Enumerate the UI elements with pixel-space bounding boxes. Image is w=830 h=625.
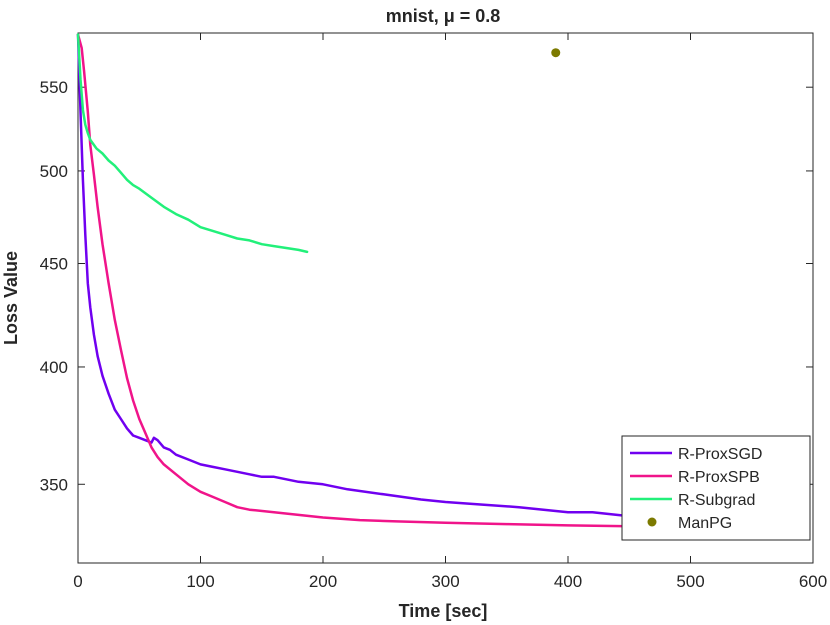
- y-axis: 350 400 450 500 550: [40, 78, 813, 494]
- x-tick-label: 100: [186, 572, 214, 591]
- series-layer: [76, 33, 686, 528]
- legend-swatch-manpg: [647, 517, 657, 527]
- y-tick-label: 450: [40, 254, 68, 273]
- x-axis: 0 100 200 300 400 500 600: [73, 33, 827, 591]
- x-tick-label: 0: [73, 572, 82, 591]
- legend-label-manpg: ManPG: [678, 515, 732, 532]
- x-tick-label: 500: [676, 572, 704, 591]
- x-tick-label: 400: [554, 572, 582, 591]
- x-axis-label: Time [sec]: [399, 601, 488, 621]
- series-point-manpg: [551, 48, 561, 58]
- x-tick-label: 200: [309, 572, 337, 591]
- series-line-r-subgrad: [76, 33, 309, 254]
- series-line-r-proxsgd: [76, 33, 643, 519]
- y-tick-label: 400: [40, 358, 68, 377]
- legend-label-r-proxspb: R-ProxSPB: [678, 469, 760, 486]
- y-tick-label: 550: [40, 78, 68, 97]
- x-tick-label: 600: [799, 572, 827, 591]
- chart-title: mnist, μ = 0.8: [386, 6, 501, 26]
- legend-label-r-proxsgd: R-ProxSGD: [678, 446, 762, 463]
- y-tick-label: 500: [40, 162, 68, 181]
- legend: R-ProxSGD R-ProxSPB R-Subgrad ManPG: [621, 435, 811, 541]
- legend-label-r-subgrad: R-Subgrad: [678, 492, 755, 509]
- y-tick-label: 350: [40, 475, 68, 494]
- y-axis-label: Loss Value: [1, 251, 21, 345]
- series-line-r-proxspb: [76, 33, 686, 528]
- x-tick-label: 300: [431, 572, 459, 591]
